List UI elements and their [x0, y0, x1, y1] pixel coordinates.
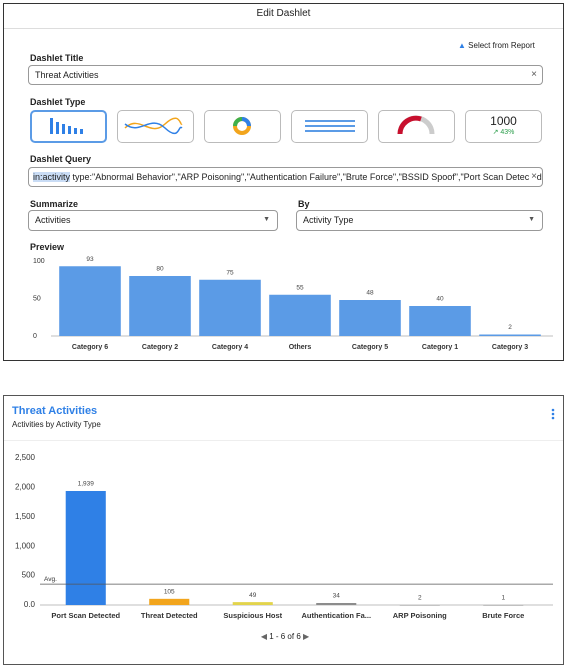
select-text: Select from Report: [468, 41, 535, 50]
summarize-select[interactable]: Activities ▼: [28, 210, 278, 231]
type-tile-number[interactable]: 1000 ↗ 43%: [465, 110, 542, 143]
field-label: Dashlet Query: [30, 154, 92, 164]
dashlet-card: [3, 395, 564, 665]
caret: ▼: [528, 216, 535, 223]
select-value: Activity Type: [303, 215, 354, 225]
field-label: Dashlet Title: [30, 53, 84, 63]
type-tile-bar[interactable]: [30, 110, 107, 143]
pagination[interactable]: ◀ 1 - 6 of 6 ▶: [240, 632, 330, 641]
field-label: By: [298, 199, 310, 209]
pagination-text: 1 - 6 of 6: [269, 632, 301, 641]
by-select[interactable]: Activity Type ▼: [296, 210, 543, 231]
card-subtitle: Activities by Activity Type: [12, 420, 101, 429]
select-from-report[interactable]: ▲ Select from Report: [458, 41, 535, 50]
divider: [4, 28, 563, 29]
report-icon: ▲: [458, 41, 466, 50]
type-tile-table[interactable]: [291, 110, 368, 143]
tile-number: 1000: [490, 114, 517, 128]
edit-dialog: [3, 3, 564, 361]
field-label: Dashlet Type: [30, 97, 86, 107]
card-title: Threat Activities: [12, 405, 98, 417]
select-value: Activities: [35, 215, 71, 225]
query-selection: in:activity: [33, 172, 71, 182]
clear-icon[interactable]: ×: [529, 168, 537, 186]
caret: ▼: [263, 216, 270, 223]
next-icon[interactable]: ▶: [303, 632, 310, 641]
query-input[interactable]: in:activity type:"Abnormal Behavior","AR…: [28, 167, 543, 187]
divider: [4, 440, 563, 441]
prev-icon[interactable]: ◀: [260, 632, 267, 641]
clear-icon[interactable]: ×: [531, 69, 537, 80]
type-tile-gauge[interactable]: [378, 110, 455, 143]
input-value: Threat Activities: [35, 70, 99, 80]
type-tile-line[interactable]: [117, 110, 194, 143]
title-input[interactable]: Threat Activities ×: [28, 65, 543, 85]
query-text: type:"Abnormal Behavior","ARP Poisoning"…: [72, 172, 542, 182]
tile-change: ↗ 43%: [492, 129, 515, 136]
type-tile-donut[interactable]: [204, 110, 281, 143]
field-label: Preview: [30, 242, 65, 252]
field-label: Summarize: [30, 199, 79, 209]
dialog-title: Edit Dashlet: [256, 8, 311, 19]
